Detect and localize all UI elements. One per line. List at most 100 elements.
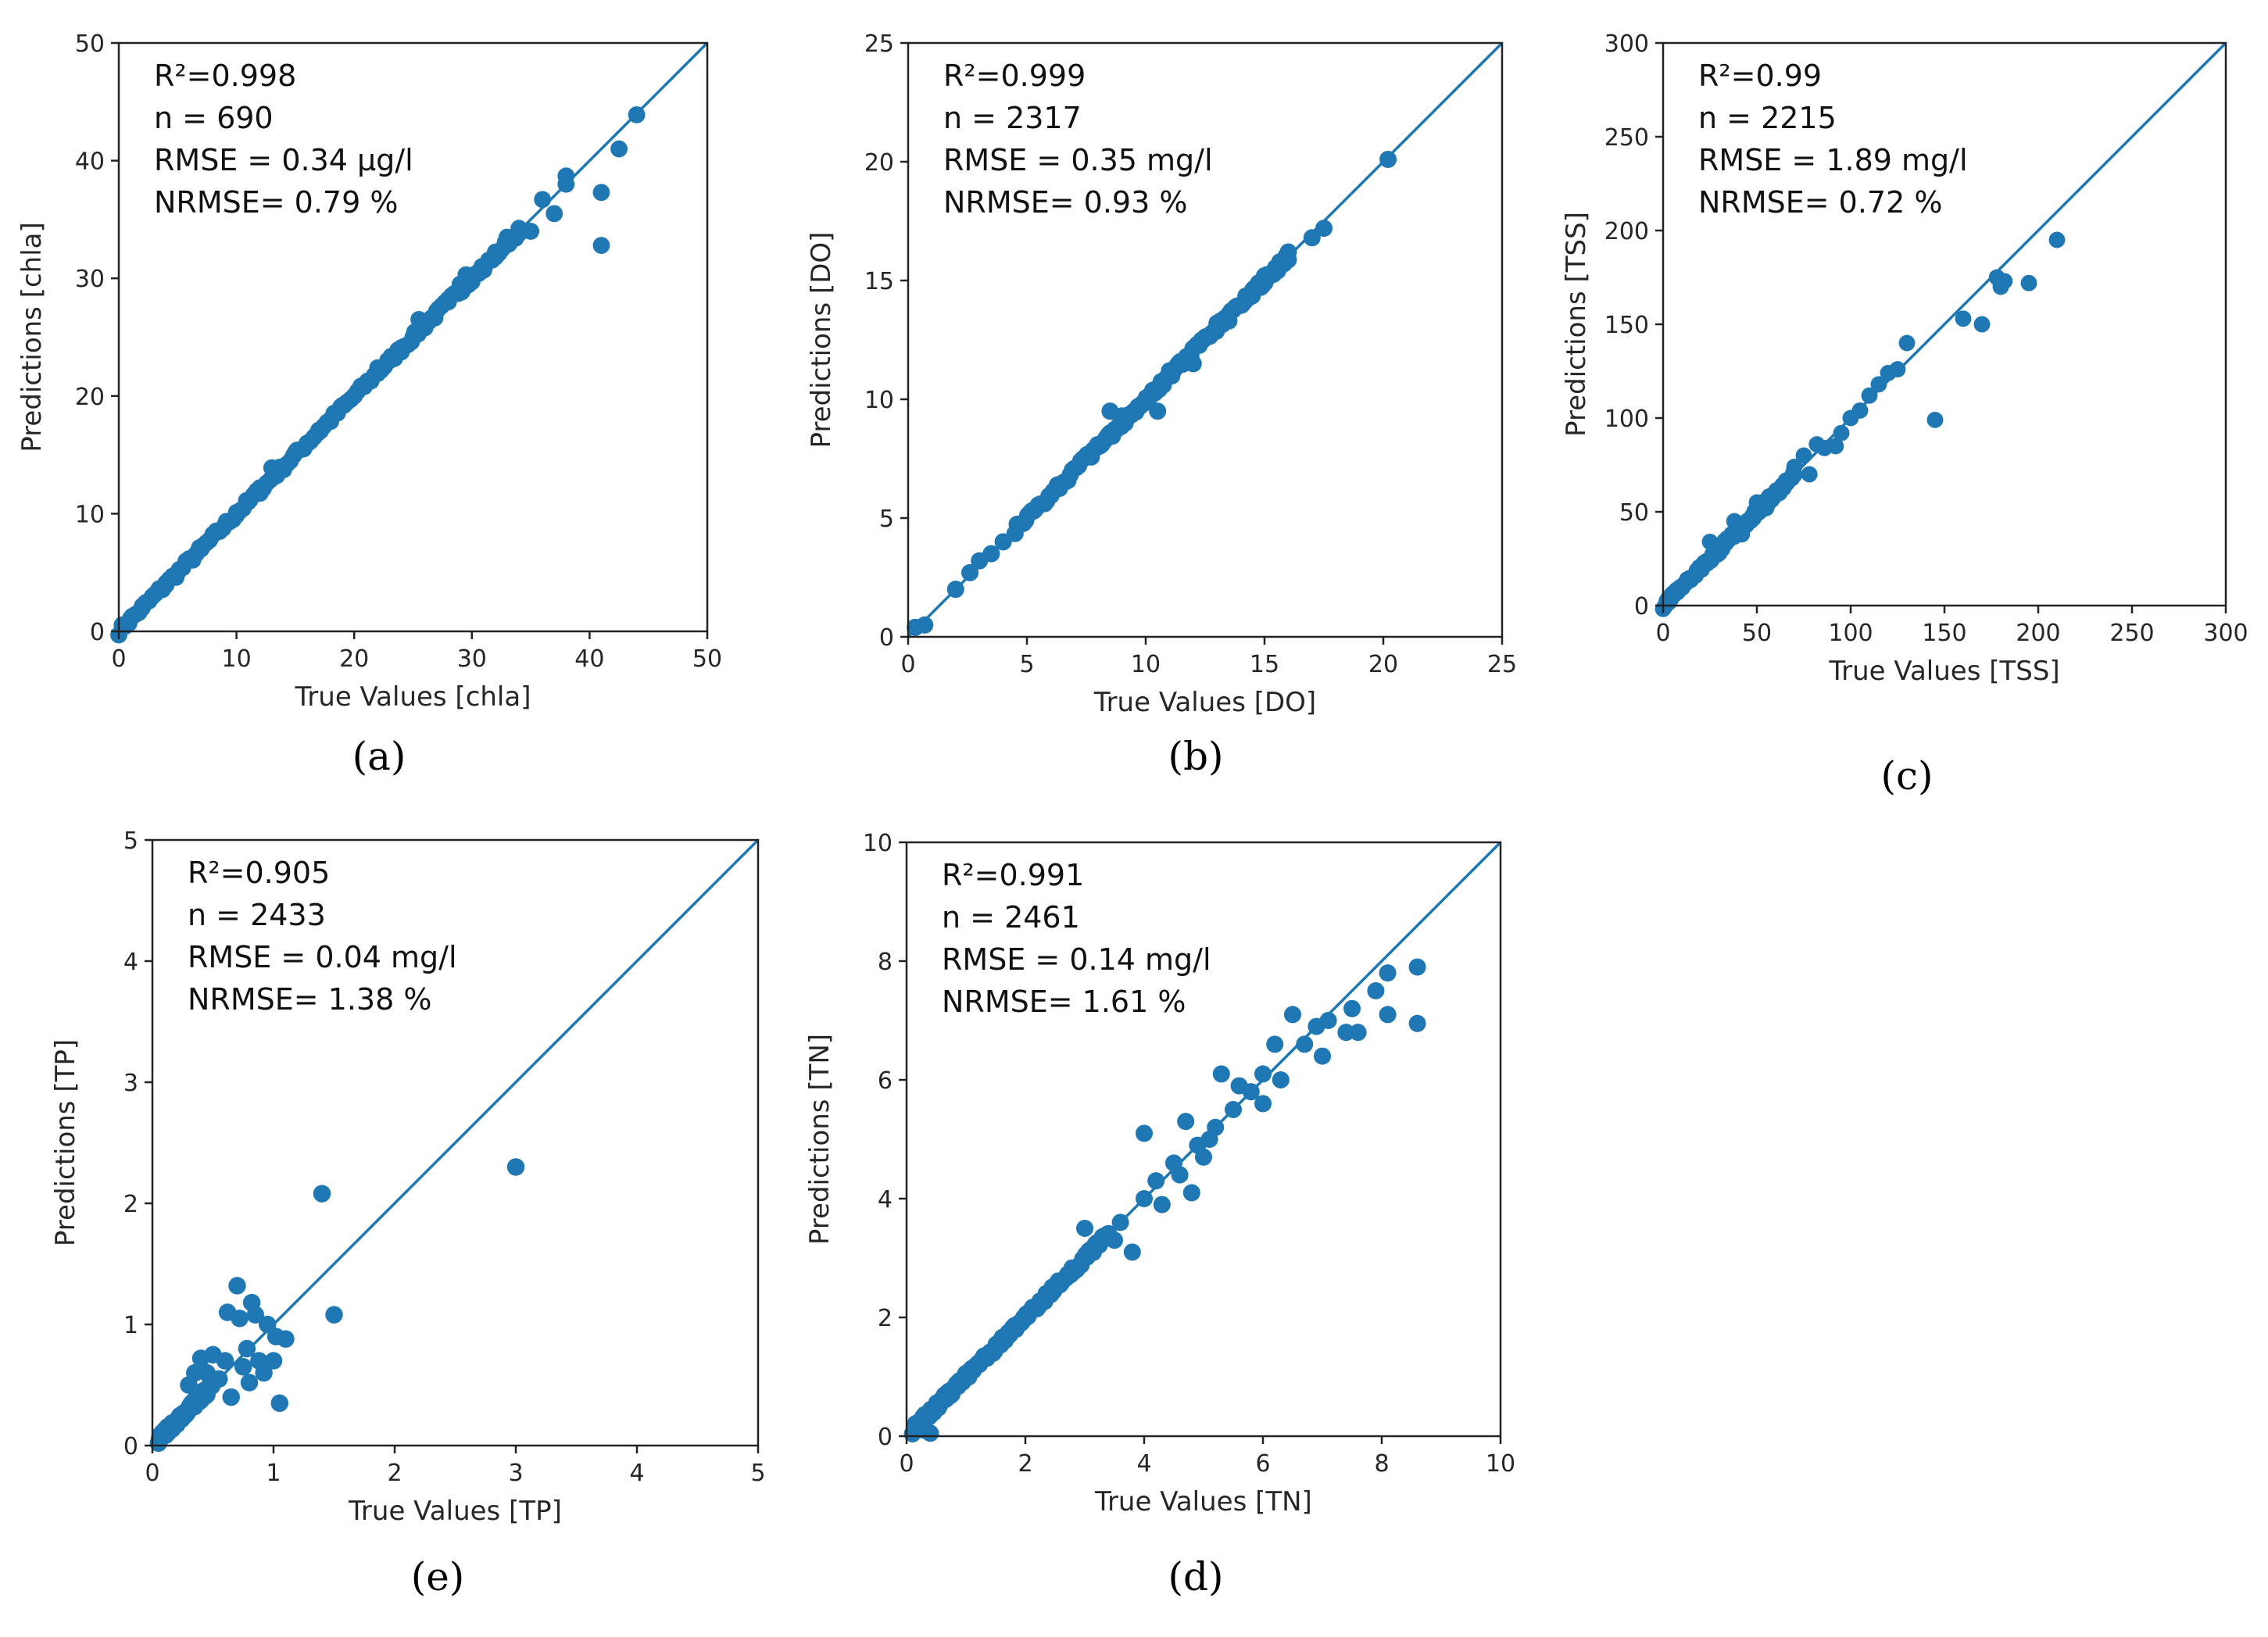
data-point	[1827, 438, 1844, 455]
stats-annotation: n = 2433	[188, 898, 326, 932]
data-point	[1801, 466, 1818, 483]
panel-caption: (a)	[352, 734, 406, 779]
identity-line	[117, 41, 709, 633]
y-tick-label: 25	[864, 30, 894, 58]
stats-annotation: NRMSE= 0.72 %	[1698, 185, 1942, 220]
stats-annotation: RMSE = 0.14 mg/l	[942, 942, 1211, 977]
data-point	[1135, 1124, 1154, 1142]
data-point	[1194, 1148, 1213, 1166]
y-axis-label: Predictions [chla]	[16, 222, 48, 452]
data-point	[1771, 484, 1788, 502]
data-point	[240, 1374, 259, 1392]
data-point	[1349, 1024, 1367, 1042]
y-axis-label: Predictions [TSS]	[1561, 212, 1592, 437]
data-point	[1254, 1095, 1272, 1113]
y-tick-label: 0	[1634, 593, 1649, 620]
data-point	[1272, 1070, 1290, 1089]
y-tick-label: 5	[123, 827, 138, 855]
data-point	[1758, 499, 1775, 516]
stats-annotation: NRMSE= 1.61 %	[942, 985, 1186, 1019]
data-point	[1408, 958, 1426, 976]
data-point	[1833, 424, 1850, 441]
x-tick-label: 30	[457, 645, 487, 673]
chart-panel-c: 0 50 100 150 200 250 300 0 50 100 150 200 250 300 True…	[1561, 30, 2248, 799]
y-tick-label: 10	[864, 387, 894, 414]
y-tick-label: 150	[1604, 312, 1649, 339]
data-point	[270, 1394, 288, 1412]
y-tick-label: 6	[878, 1067, 893, 1095]
chart-panel-a: 0 10 20 30 40 50 0 10 20 30 40 50 True Values [chla]…	[16, 30, 722, 779]
stats-annotation: NRMSE= 1.38 %	[188, 982, 431, 1017]
data-point	[592, 237, 610, 254]
y-tick-label: 1	[123, 1312, 138, 1339]
data-point	[1379, 964, 1397, 982]
data-point	[234, 1358, 252, 1376]
x-tick-label: 6	[1255, 1450, 1270, 1478]
x-tick-label: 50	[692, 645, 722, 673]
x-axis-label: True Values [TP]	[348, 1496, 562, 1527]
data-point	[255, 1364, 273, 1382]
data-point	[334, 396, 352, 414]
x-tick-label: 3	[508, 1460, 523, 1487]
data-point	[1303, 229, 1321, 247]
y-tick-label: 3	[123, 1070, 138, 1097]
y-tick-label: 50	[75, 30, 105, 58]
y-tick-label: 0	[879, 624, 894, 652]
y-tick-label: 4	[123, 949, 138, 976]
data-point	[534, 191, 552, 209]
y-tick-label: 50	[1619, 499, 1649, 527]
stats-annotation: n = 690	[154, 101, 274, 135]
x-tick-label: 0	[145, 1460, 159, 1487]
data-point	[1795, 447, 1812, 464]
data-point	[506, 1158, 525, 1176]
y-tick-label: 2	[878, 1305, 893, 1332]
data-point	[1379, 150, 1397, 168]
data-point	[1147, 1172, 1165, 1190]
identity-line	[907, 41, 1504, 638]
data-point	[313, 1185, 331, 1203]
data-point	[610, 140, 628, 158]
data-point	[1283, 1006, 1302, 1024]
x-tick-label: 10	[1486, 1450, 1515, 1478]
data-point	[1279, 243, 1297, 261]
data-point	[1177, 1113, 1195, 1131]
panel-caption: (d)	[1168, 1554, 1223, 1599]
data-point	[916, 616, 934, 634]
y-axis-label: Predictions [DO]	[806, 232, 837, 449]
y-tick-label: 15	[864, 268, 894, 295]
y-axis-label: Predictions [TN]	[804, 1034, 835, 1245]
x-tick-label: 10	[222, 645, 252, 673]
x-axis-label: True Values [TN]	[1094, 1486, 1312, 1517]
y-tick-label: 250	[1604, 124, 1649, 152]
data-point	[1861, 387, 1878, 404]
data-point	[216, 1352, 234, 1370]
x-tick-label: 15	[1250, 651, 1279, 678]
data-point	[1726, 513, 1743, 530]
y-tick-label: 300	[1604, 30, 1649, 58]
plot-frame	[151, 838, 760, 1447]
data-point	[546, 205, 563, 223]
data-point	[1171, 1166, 1189, 1184]
x-tick-label: 250	[2109, 620, 2154, 647]
x-tick-label: 300	[2203, 620, 2248, 647]
y-tick-label: 10	[863, 830, 893, 857]
data-point	[487, 248, 504, 266]
panel-caption: (e)	[411, 1554, 465, 1599]
data-point	[557, 167, 575, 185]
data-point	[1153, 1196, 1171, 1213]
stats-annotation: RMSE = 0.35 mg/l	[943, 143, 1213, 177]
x-tick-label: 100	[1828, 620, 1873, 647]
data-point	[1196, 328, 1214, 346]
x-tick-label: 200	[2016, 620, 2060, 647]
chart-panel-b: 0 5 10 15 20 25 0 5 10 15 20 25 True Values [DO] Pred…	[806, 30, 1517, 779]
y-tick-label: 20	[75, 384, 105, 411]
x-tick-label: 0	[899, 1450, 914, 1478]
data-point	[2020, 274, 2037, 291]
data-point	[1367, 981, 1385, 1000]
data-point	[1711, 545, 1728, 562]
x-tick-label: 2	[1018, 1450, 1032, 1478]
x-axis-label: True Values [TSS]	[1828, 656, 2059, 687]
x-axis-label: True Values [chla]	[295, 681, 531, 713]
data-point	[222, 1388, 240, 1406]
